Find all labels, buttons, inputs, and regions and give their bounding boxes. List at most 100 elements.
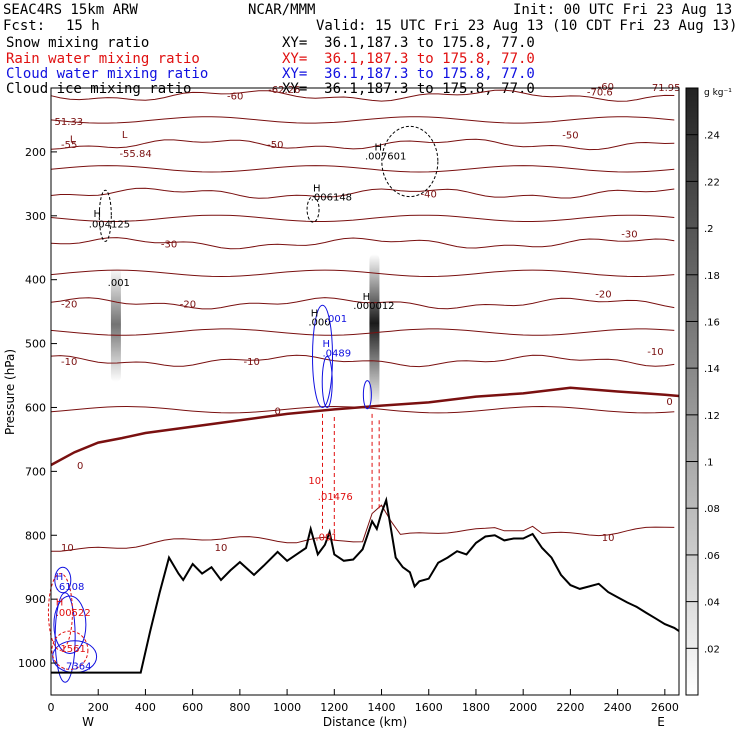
x-tick-label: 1600 — [415, 701, 443, 714]
isotherm-line — [50, 328, 675, 336]
colorbar-tick-label: .12 — [704, 411, 720, 422]
annotation-label: .006148 — [311, 192, 352, 203]
y-tick-label: 200 — [25, 146, 46, 159]
x-tick-label: 1200 — [320, 701, 348, 714]
annotation-label: H — [363, 292, 371, 303]
x-tick-label: 200 — [88, 701, 109, 714]
colorbar-tick-label: .16 — [704, 317, 720, 328]
isotherm-label: -10 — [244, 357, 260, 368]
annotation-label: .01476 — [318, 492, 353, 503]
isotherm-right-label: -50 — [562, 131, 578, 142]
annotation-label: .001 — [325, 314, 347, 325]
y-tick-label: 800 — [25, 529, 46, 542]
annotation-label: -70.6 — [587, 88, 613, 99]
x-tick-label: 1800 — [462, 701, 490, 714]
freezing-level-left-label: 0 — [77, 461, 83, 472]
x-tick-label: 2400 — [604, 701, 632, 714]
isotherm-line — [51, 504, 675, 552]
annotation-label: H — [56, 572, 64, 583]
isotherm-left-label: 10 — [61, 543, 74, 554]
isotherm-line — [50, 187, 675, 199]
legend-cloud-ice-label: Cloud ice mixing ratio — [6, 81, 192, 97]
cloud-water-contour — [54, 566, 72, 594]
annotation-label: H — [313, 184, 321, 195]
colorbar-unit: g kg⁻¹ — [704, 88, 732, 98]
x-axis-title: Distance (km) — [323, 715, 407, 729]
isotherm-line — [50, 237, 675, 250]
isotherm-label: -30 — [161, 239, 177, 250]
isotherm-line — [50, 116, 675, 124]
cloud-ice-contour — [381, 125, 439, 198]
x-tick-label: 1000 — [273, 701, 301, 714]
valid-time: Valid: 15 UTC Fri 23 Aug 13 (10 CDT Fri … — [316, 18, 738, 34]
annotation-label: L — [122, 130, 128, 141]
forecast-label: Fcst: — [3, 18, 46, 34]
x-tick-label: 600 — [182, 701, 203, 714]
colorbar-tick-label: .14 — [704, 364, 720, 375]
isotherm-label: -60 — [227, 92, 243, 103]
legend-snow-label: Snow mixing ratio — [6, 35, 150, 51]
isotherm-line — [50, 269, 675, 278]
annotation-label: -62.26 — [268, 85, 300, 96]
annotation-label: .007601 — [365, 152, 406, 163]
y-tick-label: 300 — [25, 210, 46, 223]
isotherm-right-label: -20 — [595, 290, 611, 301]
legend-cloud-water-xy: XY= 36.1,187.3 to 175.8, 77.0 — [282, 66, 535, 82]
x-tick-label: 2200 — [556, 701, 584, 714]
isotherm-line — [50, 214, 675, 222]
colorbar-tick-label: .06 — [704, 551, 720, 562]
plot-frame — [50, 87, 680, 696]
y-tick-label: 900 — [25, 593, 46, 606]
annotation-label: .000 — [308, 318, 330, 329]
x-tick-label: 800 — [229, 701, 250, 714]
isotherm-right-label: 10 — [602, 533, 615, 544]
isotherm-label: -40 — [421, 189, 437, 200]
isotherm-left-label: -10 — [61, 357, 77, 368]
snow-column — [110, 266, 121, 382]
isotherm-line — [50, 354, 675, 368]
x-tick-label: 0 — [48, 701, 55, 714]
annotation-label: 51.33 — [55, 117, 84, 128]
annotation-label: H — [311, 309, 319, 320]
isotherm-label: -50 — [267, 140, 283, 151]
y-tick-label: 600 — [25, 401, 46, 414]
x-tick-label: 1400 — [368, 701, 396, 714]
isotherm-line — [50, 89, 675, 102]
legend-rain-label: Rain water mixing ratio — [6, 51, 200, 67]
isotherm-right-label: -30 — [621, 230, 637, 241]
legend-rain-xy: XY= 36.1,187.3 to 175.8, 77.0 — [282, 51, 535, 67]
annotation-label: H — [56, 598, 64, 609]
y-tick-label: 1000 — [18, 657, 46, 670]
rain-contour — [47, 573, 73, 651]
legend-snow-xy: XY= 36.1,187.3 to 175.8, 77.0 — [282, 35, 535, 51]
annotation-label: .7364 — [63, 661, 92, 672]
x-tick-label: 2000 — [509, 701, 537, 714]
init-time: Init: 00 UTC Fri 23 Aug 13 — [513, 2, 733, 18]
x-tick-label: 400 — [135, 701, 156, 714]
cloud-water-contour — [53, 595, 87, 654]
annotation-label: .004125 — [89, 219, 130, 230]
annotation-label: H — [374, 143, 382, 154]
colorbar-tick-label: .24 — [704, 131, 720, 142]
cloud-water-contour — [321, 355, 333, 408]
rain-contour — [51, 630, 89, 670]
annotation-label: .001 — [315, 532, 337, 543]
colorbar-ramp — [685, 87, 699, 696]
annotation-label: .000012 — [353, 301, 394, 312]
isotherm-left-label: -20 — [61, 299, 77, 310]
colorbar-tick-label: .2 — [704, 224, 714, 235]
y-tick-label: 700 — [25, 465, 46, 478]
annotation-label: .6108 — [56, 582, 85, 593]
colorbar-tick-label: .08 — [704, 504, 720, 515]
y-tick-label: 500 — [25, 338, 46, 351]
freezing-level-right-label: 0 — [666, 397, 672, 408]
annotation-label: H — [93, 209, 101, 220]
isotherm-left-label: -55 — [61, 140, 77, 151]
freezing-level-line — [50, 386, 680, 467]
cloud-ice-contour — [306, 196, 320, 223]
annotation-label: H — [323, 339, 331, 350]
colorbar-tick-label: .22 — [704, 177, 720, 188]
snow-column — [369, 254, 380, 408]
annotation-label: -55.84 — [119, 149, 151, 160]
